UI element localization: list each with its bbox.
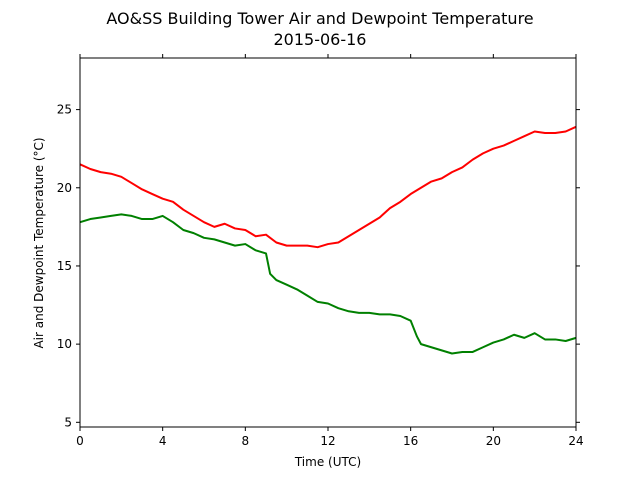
y-tick-label: 25 [57, 103, 72, 117]
y-tick-label: 15 [57, 259, 72, 273]
x-tick-label: 12 [320, 434, 335, 448]
series-line-1 [79, 125, 577, 249]
chart-title: AO&SS Building Tower Air and Dewpoint Te… [106, 9, 533, 28]
y-tick-label: 10 [57, 337, 72, 351]
x-tick-label: 24 [568, 434, 583, 448]
x-tick-label: 16 [403, 434, 418, 448]
x-axis-label: Time (UTC) [294, 455, 361, 469]
x-tick-label: 4 [159, 434, 167, 448]
y-tick-label: 5 [64, 415, 72, 429]
x-tick-label: 0 [76, 434, 84, 448]
y-axis-label: Air and Dewpoint Temperature (°C) [32, 137, 46, 348]
x-tick-label: 20 [486, 434, 501, 448]
series-line-2 [79, 213, 577, 355]
plot-area: 0 4 8 12 16 20 24 5 10 15 20 25 [57, 54, 584, 448]
x-tick-label: 8 [242, 434, 250, 448]
y-tick-label: 20 [57, 181, 72, 195]
chart-subtitle: 2015-06-16 [274, 30, 367, 49]
